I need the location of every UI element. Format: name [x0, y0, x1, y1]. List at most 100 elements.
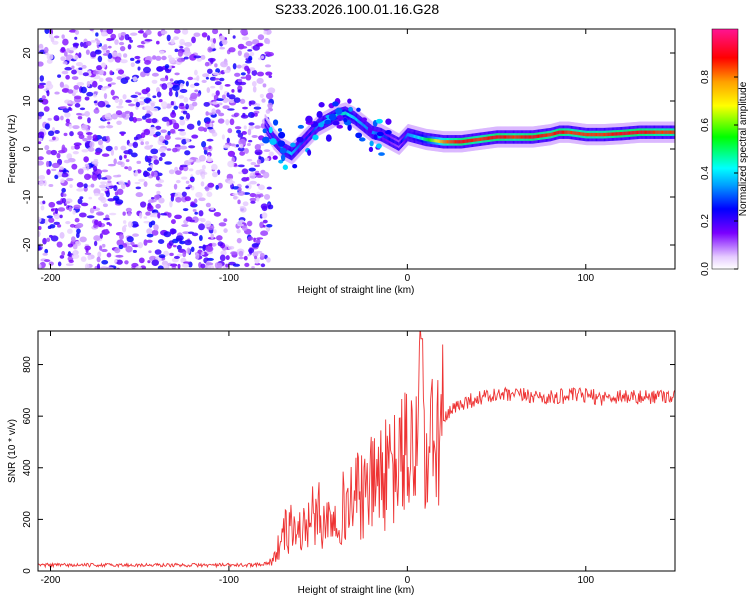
spectrogram-noise-blob [247, 253, 251, 257]
spectrogram-ridge-cell [294, 148, 297, 152]
spectrogram-noise-blob [126, 236, 134, 243]
spectrogram-noise-blob [187, 231, 195, 235]
spectrogram-noise-blob [256, 174, 264, 178]
spectrogram-noise-blob [172, 238, 179, 244]
spectrogram-noise-blob [46, 149, 52, 155]
spectrogram-ridge-cell [346, 112, 349, 116]
spectrogram-ridge-cell [287, 150, 290, 154]
spectrogram-ridge-cell [316, 125, 318, 129]
spectrogram-noise-blob [99, 184, 107, 189]
spectrogram-noise-blob [210, 58, 214, 64]
spectrogram-noise-blob [190, 246, 195, 253]
spectrogram-noise-blob [187, 76, 194, 81]
spectrogram-noise-blob [76, 232, 80, 239]
spectrogram-noise-blob [249, 180, 257, 185]
spectrogram-noise-blob [215, 90, 220, 97]
spectrogram-noise-blob [167, 130, 171, 136]
spectrogram-noise-blob [106, 222, 111, 225]
spectrogram-noise-blob [80, 41, 84, 48]
spectrogram-ridge-cell [547, 133, 550, 137]
spectrogram-ridge-cell [397, 142, 400, 146]
spectrogram-ridge-cell [314, 127, 317, 131]
spectrogram-ridge-cell [500, 135, 502, 139]
spectrogram-noise-blob [215, 109, 221, 114]
spectrogram-ridge-cell [425, 137, 427, 142]
spectrogram-ridge-cell [401, 139, 403, 143]
spectrogram-ridge-cell [658, 130, 660, 134]
spectrogram-noise-blob [237, 146, 245, 152]
spectrogram-noise-blob [44, 218, 48, 225]
spectrogram-noise-blob [201, 79, 207, 83]
spectrogram-noise-blob [94, 151, 101, 156]
spectrogram-ridge-cell [594, 132, 597, 137]
spectrogram-noise-blob [240, 45, 248, 49]
spectrogram-noise-blob [140, 201, 147, 208]
spectrogram-noise-blob [157, 212, 161, 219]
spectrogram-noise-blob [139, 96, 146, 100]
spectrogram-ridge-cell [464, 139, 467, 143]
spectrogram-scatter-blob [355, 132, 363, 139]
spectrogram-noise-blob [105, 190, 110, 198]
spectrogram-noise-blob [198, 223, 205, 231]
spectrogram-noise-blob [227, 108, 235, 111]
spectrogram-noise-blob [252, 44, 260, 51]
spectrogram-noise-blob [173, 36, 179, 41]
spectrogram-noise-blob [74, 103, 81, 108]
spectrogram-noise-blob [67, 228, 73, 234]
spectrogram-noise-blob [211, 108, 217, 115]
spectrogram-noise-blob [237, 89, 242, 93]
spectrogram-ridge-cell [570, 130, 573, 135]
spectrogram-noise-blob [115, 110, 123, 116]
spectrogram-noise-blob [155, 125, 162, 130]
spectrogram-noise-blob [173, 80, 180, 84]
spectrogram-ridge-cell [304, 137, 307, 142]
spectrogram-ridge-cell [462, 139, 465, 144]
spectrogram-scatter-blob [361, 117, 368, 122]
spectrogram-noise-blob [256, 71, 265, 77]
spectrogram-noise-blob [150, 148, 159, 155]
spectrogram-noise-blob [146, 239, 153, 243]
spectrogram-noise-blob [240, 76, 247, 79]
spectrogram-ridge-cell [638, 130, 641, 134]
spectrogram-noise-blob [186, 123, 195, 130]
spectrogram-noise-blob [83, 173, 91, 180]
spectrogram-noise-blob [193, 32, 201, 37]
spectrogram-noise-blob [170, 263, 178, 267]
spectrogram-ridge-cell [382, 133, 384, 138]
spectrogram-ridge-cell [564, 130, 566, 134]
spectrogram-noise-blob [163, 250, 169, 257]
spectrogram-ridge-cell [286, 149, 288, 153]
spectrogram-ridge-cell [523, 135, 525, 139]
spectrogram-noise-blob [174, 137, 182, 140]
spectrogram-noise-blob [227, 150, 236, 157]
spectrogram-ridge-cell [375, 131, 377, 135]
spectrogram-noise-blob [228, 94, 236, 100]
spectrogram-noise-blob [139, 138, 144, 142]
spectrogram-noise-blob [236, 129, 242, 134]
spectrogram-ridge-cell [596, 132, 599, 137]
spectrogram-ridge-cell [479, 137, 482, 141]
spectrogram-ridge-cell [650, 130, 653, 134]
spectrogram-noise-blob [38, 84, 45, 89]
spectrogram-noise-blob [221, 134, 225, 140]
spectrogram-scatter-blob [312, 134, 319, 141]
spectrogram-noise-blob [118, 102, 123, 106]
spectrogram-noise-blob [79, 196, 84, 200]
spectrogram-ridge-cell [406, 133, 409, 138]
spectrogram-ridge-cell [642, 130, 645, 134]
spectrogram-noise-blob [228, 47, 236, 53]
spectrogram-noise-blob [170, 193, 175, 199]
spectrogram-ridge-cell [477, 137, 480, 142]
spectrogram-ridge-cell [664, 130, 666, 134]
spectrogram-noise-blob [99, 245, 103, 251]
spectrogram-ridge-cell [626, 131, 629, 135]
spectrogram-ridge-cell [266, 126, 268, 130]
spectrogram-noise-blob [62, 193, 67, 197]
spectrogram-scatter-blob [375, 143, 382, 149]
spectrogram-scatter-blob [307, 149, 312, 156]
spectrogram-noise-blob [191, 36, 196, 44]
spectrogram-noise-blob [106, 125, 114, 129]
spectrogram-noise-blob [77, 168, 84, 175]
spectrogram-noise-blob [213, 229, 217, 234]
spectrogram-noise-blob [234, 72, 241, 77]
